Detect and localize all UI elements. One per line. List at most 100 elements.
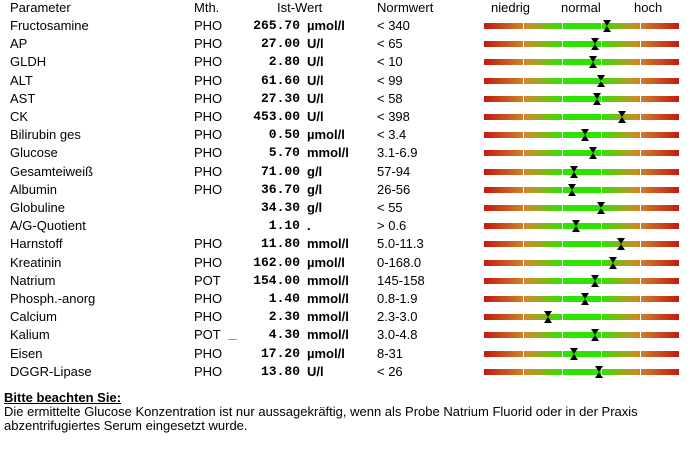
row-norm: 57-94	[377, 163, 411, 179]
header-method: Mth.	[194, 0, 220, 15]
row-unit: U/l	[307, 54, 324, 70]
row-parameter: Calcium	[10, 309, 57, 325]
row-method: POT	[194, 272, 221, 288]
hourglass-marker-icon	[569, 165, 578, 178]
row-parameter: Eisen	[10, 345, 43, 361]
row-method: PHO	[194, 181, 223, 197]
row-value: 27.30	[260, 90, 300, 106]
hourglass-marker-icon	[569, 347, 578, 360]
hourglass-marker-icon	[581, 129, 590, 142]
range-tick	[601, 40, 602, 49]
table-row: A/G-Quotient 1.10. > 0.6	[0, 217, 700, 235]
row-unit: mmol/l	[307, 145, 349, 161]
table-row: Albumin PHO 36.70 g/l 26-56	[0, 181, 700, 199]
range-tick	[601, 367, 602, 376]
range-tick	[523, 313, 524, 322]
table-row: Gesamteiweiß PHO 71.00 g/l 57-94	[0, 163, 700, 181]
range-tick	[601, 258, 602, 267]
range-tick	[640, 367, 641, 376]
row-unit: U/l	[307, 36, 324, 52]
row-unit: g/l	[307, 200, 323, 215]
range-bar	[484, 329, 679, 342]
hourglass-marker-icon	[591, 38, 600, 51]
range-bar	[484, 202, 679, 214]
row-unit: g/l	[307, 163, 323, 179]
table-row: Kreatinin PHO 162.00 µmol/l 0-168.0	[0, 254, 700, 272]
range-tick	[523, 167, 524, 176]
range-tick	[562, 22, 563, 30]
range-bar	[484, 74, 679, 87]
range-bar	[484, 147, 679, 160]
range-tick	[601, 22, 602, 30]
range-tick	[523, 349, 524, 358]
row-value: 2.80	[268, 54, 300, 70]
row-unit: mmol/l	[307, 236, 349, 252]
range-tick	[601, 349, 602, 358]
hourglass-marker-icon	[571, 220, 580, 233]
row-unit: mmol/l	[307, 272, 349, 288]
range-tick	[562, 295, 563, 303]
row-norm: < 3.4	[377, 127, 407, 143]
range-tick	[601, 185, 602, 194]
table-row: Globuline 34.30 g/l < 55	[0, 199, 700, 217]
row-parameter: Kalium	[10, 327, 50, 343]
range-tick	[601, 313, 602, 322]
header-value: Ist-Wert	[277, 0, 323, 15]
range-bar	[484, 56, 679, 69]
row-parameter: AP	[10, 36, 28, 52]
row-parameter: Natrium	[10, 272, 56, 288]
row-unit: U/l	[307, 363, 324, 379]
range-bar	[484, 238, 679, 251]
row-norm: 5.0-11.3	[377, 236, 424, 252]
table-row: Natrium POT 154.00 mmol/l 145-158	[0, 272, 700, 290]
row-parameter: GLDH	[10, 54, 47, 70]
table-row: Glucose PHO 5.70 mmol/l 3.1-6.9	[0, 144, 700, 162]
range-bar	[484, 293, 679, 305]
range-tick	[601, 295, 602, 303]
row-norm: 0-168.0	[377, 254, 422, 270]
header-norm: Normwert	[377, 0, 434, 15]
range-bar	[484, 256, 679, 269]
row-norm: < 398	[377, 109, 410, 124]
range-tick	[523, 22, 524, 30]
row-parameter: Bilirubin ges	[10, 127, 81, 143]
hourglass-marker-icon	[616, 238, 625, 251]
range-tick	[523, 367, 524, 376]
row-method: PHO	[194, 54, 223, 70]
row-parameter: Phosph.-anorg	[10, 291, 96, 306]
hourglass-marker-icon	[593, 92, 602, 105]
footer-note: Die ermittelte Glucose Konzentration ist…	[4, 404, 638, 433]
row-value: 61.60	[260, 72, 300, 88]
row-value: 17.20	[260, 345, 300, 361]
row-value: 0.50	[268, 127, 300, 143]
row-norm: < 26	[377, 363, 403, 379]
hourglass-marker-icon	[602, 20, 611, 32]
range-tick	[640, 40, 641, 49]
range-bar	[484, 20, 679, 32]
row-parameter: AST	[10, 90, 36, 106]
range-tick	[640, 76, 641, 85]
row-norm: 26-56	[377, 181, 411, 197]
row-unit: µmol/l	[307, 127, 345, 143]
range-tick	[562, 185, 563, 194]
range-tick	[523, 258, 524, 267]
range-tick	[601, 113, 602, 121]
table-row: AST PHO 27.30 U/l < 58	[0, 90, 700, 108]
row-method: PHO	[194, 291, 223, 306]
row-norm: < 65	[377, 36, 403, 52]
row-parameter: ALT	[10, 72, 33, 88]
range-tick	[640, 167, 641, 176]
range-tick	[523, 240, 524, 249]
range-tick	[640, 58, 641, 67]
table-row: AP PHO 27.00 U/l < 65	[0, 35, 700, 53]
hourglass-marker-icon	[544, 311, 553, 324]
table-row: Fructosamine PHO 265.70 µmol/l < 340	[0, 17, 700, 35]
row-method: PHO	[194, 363, 223, 379]
row-unit: g/l	[307, 181, 323, 197]
row-unit: mmol/l	[307, 309, 349, 325]
row-method: PHO	[194, 254, 223, 270]
range-tick	[640, 313, 641, 322]
hourglass-marker-icon	[581, 293, 590, 305]
range-tick	[562, 94, 563, 103]
range-tick	[562, 204, 563, 212]
